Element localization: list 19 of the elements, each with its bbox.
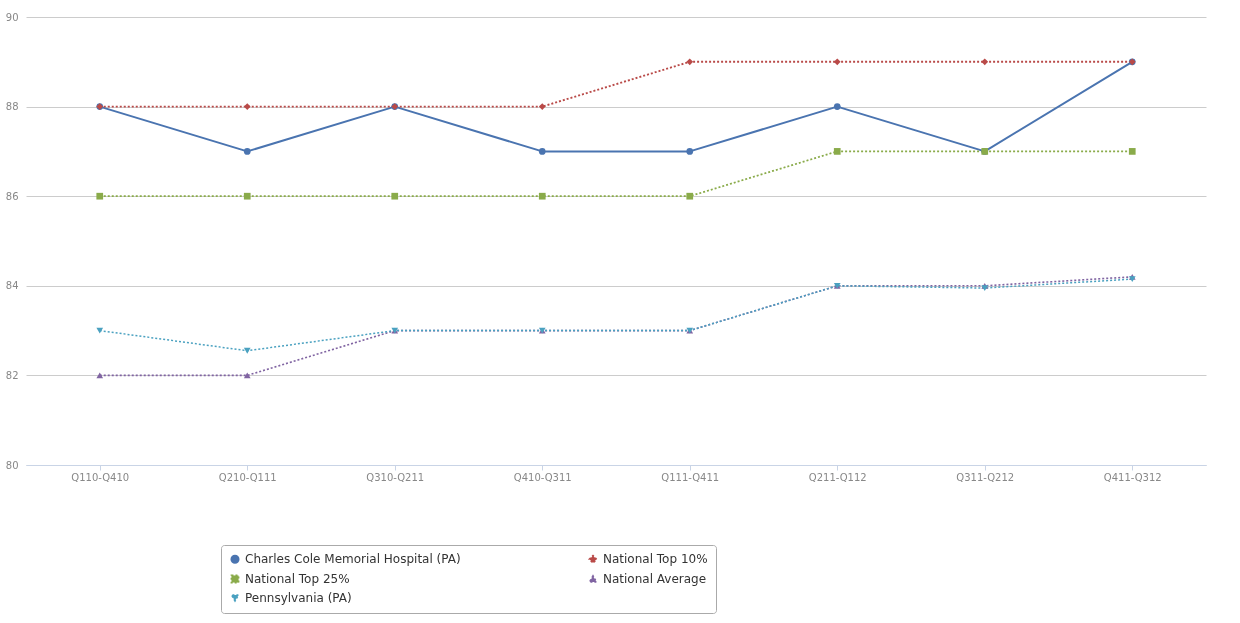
y-tick-label: 88 — [5, 101, 19, 113]
legend-label: National Average — [603, 572, 707, 586]
y-tick-label: 86 — [5, 190, 19, 202]
y-tick-label: 84 — [5, 280, 19, 292]
x-tick-label: Q411-Q312 — [1103, 471, 1162, 483]
x-tick-label: Q110-Q410 — [71, 471, 130, 483]
x-tick-label: Q311-Q212 — [956, 471, 1015, 483]
y-tick-label: 82 — [5, 369, 19, 381]
x-tick-label: Q410-Q311 — [513, 471, 572, 483]
x-tick-label: Q211-Q112 — [808, 471, 867, 483]
x-tick-label: Q111-Q411 — [661, 471, 720, 483]
legend-label: National Top 25% — [245, 572, 350, 586]
x-tick-label: Q310-Q211 — [366, 471, 425, 483]
y-tick-label: 90 — [5, 11, 19, 23]
legend-label: National Top 10% — [603, 552, 708, 567]
legend-label: Pennsylvania (PA) — [245, 591, 352, 605]
x-tick-label: Q210-Q111 — [218, 471, 277, 483]
legend-label: Charles Cole Memorial Hospital (PA) — [245, 552, 461, 567]
y-tick-label: 80 — [5, 459, 19, 471]
